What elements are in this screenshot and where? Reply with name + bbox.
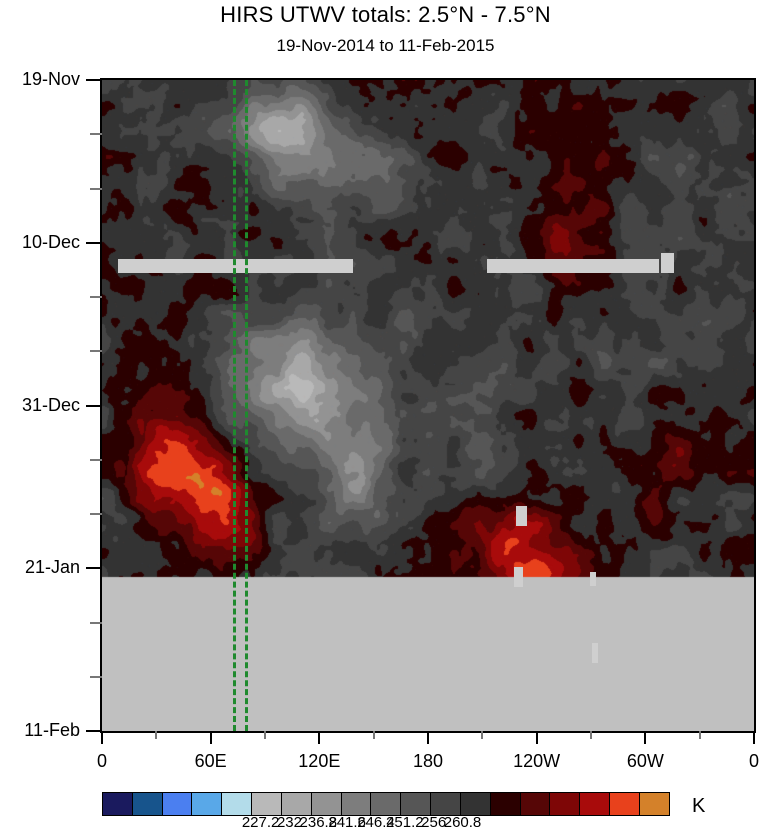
longitude-marker-line	[245, 80, 248, 731]
y-tick-major	[86, 567, 102, 569]
y-tick-major	[86, 405, 102, 407]
colorbar-swatch[interactable]	[639, 793, 669, 815]
colorbar-swatch[interactable]	[311, 793, 341, 815]
y-tick-minor	[90, 188, 102, 190]
x-tick-major	[536, 731, 538, 744]
x-tick-label-180: 180	[393, 751, 463, 772]
hovmoller-figure: HIRS UTWV totals: 2.5°N - 7.5°N 19-Nov-2…	[0, 0, 771, 830]
colorbar-swatch[interactable]	[251, 793, 281, 815]
colorbar-swatch[interactable]	[191, 793, 221, 815]
y-tick-minor	[90, 513, 102, 515]
x-tick-major	[318, 731, 320, 744]
colorbar-swatch[interactable]	[400, 793, 430, 815]
colorbar-tick-label: 260.8	[433, 814, 493, 831]
y-tick-minor	[90, 350, 102, 352]
y-tick-major	[86, 79, 102, 81]
x-tick-label-120e: 120E	[284, 751, 354, 772]
y-tick-major	[86, 730, 102, 732]
x-tick-minor	[155, 731, 157, 739]
missing-data-block	[516, 506, 527, 526]
x-tick-minor	[481, 731, 483, 739]
colorbar-swatch[interactable]	[221, 793, 251, 815]
x-tick-major	[644, 731, 646, 744]
colorbar-swatch[interactable]	[490, 793, 520, 815]
hovmoller-plot-area	[102, 80, 754, 731]
x-tick-label-0: 0	[719, 751, 771, 772]
colorbar-swatch[interactable]	[370, 793, 400, 815]
x-tick-major	[101, 731, 103, 744]
colorbar-swatch[interactable]	[549, 793, 579, 815]
x-tick-major	[753, 731, 755, 744]
page-subtitle: 19-Nov-2014 to 11-Feb-2015	[0, 36, 771, 56]
colorbar-swatch[interactable]	[132, 793, 162, 815]
page-title: HIRS UTWV totals: 2.5°N - 7.5°N	[0, 2, 771, 28]
y-tick-major	[86, 242, 102, 244]
colorbar[interactable]	[102, 792, 670, 816]
colorbar-swatch[interactable]	[162, 793, 192, 815]
x-tick-label-120w: 120W	[502, 751, 572, 772]
colorbar-swatch[interactable]	[460, 793, 490, 815]
y-tick-minor	[90, 676, 102, 678]
y-tick-minor	[90, 296, 102, 298]
x-tick-minor	[699, 731, 701, 739]
colorbar-swatch[interactable]	[579, 793, 609, 815]
y-tick-label-21-jan: 21-Jan	[0, 557, 80, 578]
data-field-canvas	[102, 80, 754, 731]
x-tick-major	[210, 731, 212, 744]
missing-data-block	[590, 572, 597, 586]
y-tick-label-31-dec: 31-Dec	[0, 395, 80, 416]
colorbar-swatch[interactable]	[281, 793, 311, 815]
colorbar-swatch[interactable]	[103, 793, 132, 815]
x-tick-minor	[264, 731, 266, 739]
y-tick-label-11-feb: 11-Feb	[0, 720, 80, 741]
colorbar-swatch[interactable]	[609, 793, 639, 815]
x-tick-minor	[373, 731, 375, 739]
missing-data-band	[487, 259, 660, 273]
longitude-marker-line	[233, 80, 236, 731]
colorbar-unit-label: K	[692, 795, 705, 818]
colorbar-swatch[interactable]	[341, 793, 371, 815]
y-tick-minor	[90, 133, 102, 135]
y-tick-minor	[90, 459, 102, 461]
colorbar-swatch[interactable]	[430, 793, 460, 815]
missing-data-block	[592, 643, 597, 663]
y-tick-label-10-dec: 10-Dec	[0, 232, 80, 253]
missing-data-block	[661, 253, 673, 273]
y-tick-label-19-nov: 19-Nov	[0, 69, 80, 90]
colorbar-swatch[interactable]	[520, 793, 550, 815]
y-tick-minor	[90, 622, 102, 624]
x-tick-label-60e: 60E	[176, 751, 246, 772]
x-tick-major	[427, 731, 429, 744]
x-tick-label-60w: 60W	[610, 751, 680, 772]
x-tick-minor	[590, 731, 592, 739]
missing-data-block	[514, 567, 522, 587]
x-tick-label-0: 0	[67, 751, 137, 772]
